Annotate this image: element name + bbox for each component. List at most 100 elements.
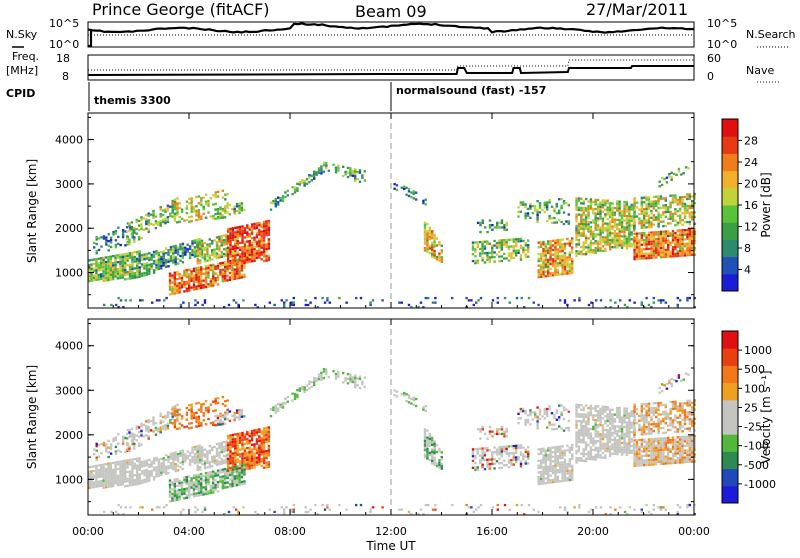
velocity-cell [540,459,542,461]
power-cell [433,245,435,247]
velocity-cell [323,368,325,370]
velocity-cell [218,447,220,449]
power-cell [580,253,582,255]
power-cell [524,215,526,217]
power-cell [662,231,664,233]
colorbar-tick: 24 [744,156,758,169]
power-cell [107,261,109,263]
power-cell [655,254,657,256]
velocity-cell [195,476,197,478]
power-cell [559,273,561,275]
velocity-cell [193,486,195,488]
power-cell [191,211,193,213]
velocity-cell [549,474,551,476]
velocity-cell [554,455,556,457]
power-cell [554,267,556,269]
power-cell [689,229,691,231]
velocity-cell [253,462,255,464]
power-cell [143,229,145,231]
power-cell [183,281,185,283]
velocity-cell [102,466,104,468]
velocity-cell [578,429,580,431]
power-cell [212,194,214,196]
velocity-cell [403,392,405,394]
power-cell [585,235,587,237]
power-cell [237,252,239,254]
power-cell [636,253,638,255]
power-cell [167,218,169,220]
power-cell [176,292,178,294]
power-cell [98,237,100,239]
power-cell [645,226,647,228]
power-cell [133,241,135,243]
velocity-cell [203,415,205,417]
power-cell [619,240,621,242]
power-cell [110,267,112,269]
power-cell [672,220,674,222]
velocity-cell [141,470,143,472]
power-cell [648,203,650,205]
power-cell [181,286,183,288]
velocity-cell [175,463,177,465]
power-cell [210,267,212,269]
velocity-cell [253,464,255,466]
power-cell [117,275,119,277]
power-cell [498,239,500,241]
power-cell [107,256,109,258]
power-cell [607,232,609,234]
power-cell [323,162,325,164]
velocity-cell [548,422,550,424]
velocity-cell [249,442,251,444]
power-cell [95,270,97,272]
power-cell [515,254,517,256]
velocity-cell [231,483,233,485]
power-cell [238,205,240,207]
power-cell [631,208,633,210]
power-cell [258,238,260,240]
power-cell [674,224,676,226]
power-cell [657,238,659,240]
velocity-cell [265,438,267,440]
velocity-cell [527,462,529,464]
power-cell [645,210,647,212]
power-cell [209,245,211,247]
velocity-cell [258,431,260,433]
velocity-cell [197,457,199,459]
power-cell [408,190,410,192]
velocity-cell [100,485,102,487]
velocity-cell [231,476,233,478]
power-cell [491,254,493,256]
power-cell [223,248,225,250]
velocity-cell [496,453,498,455]
power-cell [226,275,228,277]
power-cell [641,239,643,241]
power-cell [102,271,104,273]
power-cell [265,257,267,259]
velocity-cell [549,449,551,451]
velocity-cell [129,463,131,465]
power-cell [209,257,211,259]
power-cell [234,262,236,264]
power-cell [122,234,124,236]
power-cell [616,200,618,202]
power-cell [189,245,191,247]
power-cell [344,171,346,173]
power-cell [183,283,185,285]
power-cell [163,255,165,257]
velocity-cell [193,488,195,490]
power-cell [671,172,673,174]
power-cell [261,244,263,246]
velocity-cell [557,462,559,464]
velocity-cell [148,431,150,433]
velocity-cell [505,464,507,466]
power-cell [628,227,630,229]
velocity-cell [277,410,279,412]
velocity-cell [342,381,344,383]
power-cell [124,262,126,264]
velocity-cell [425,405,427,407]
power-cell [112,231,114,233]
power-cell [636,246,638,248]
power-cell [552,240,554,242]
power-cell [659,181,661,183]
power-cell [114,268,116,270]
